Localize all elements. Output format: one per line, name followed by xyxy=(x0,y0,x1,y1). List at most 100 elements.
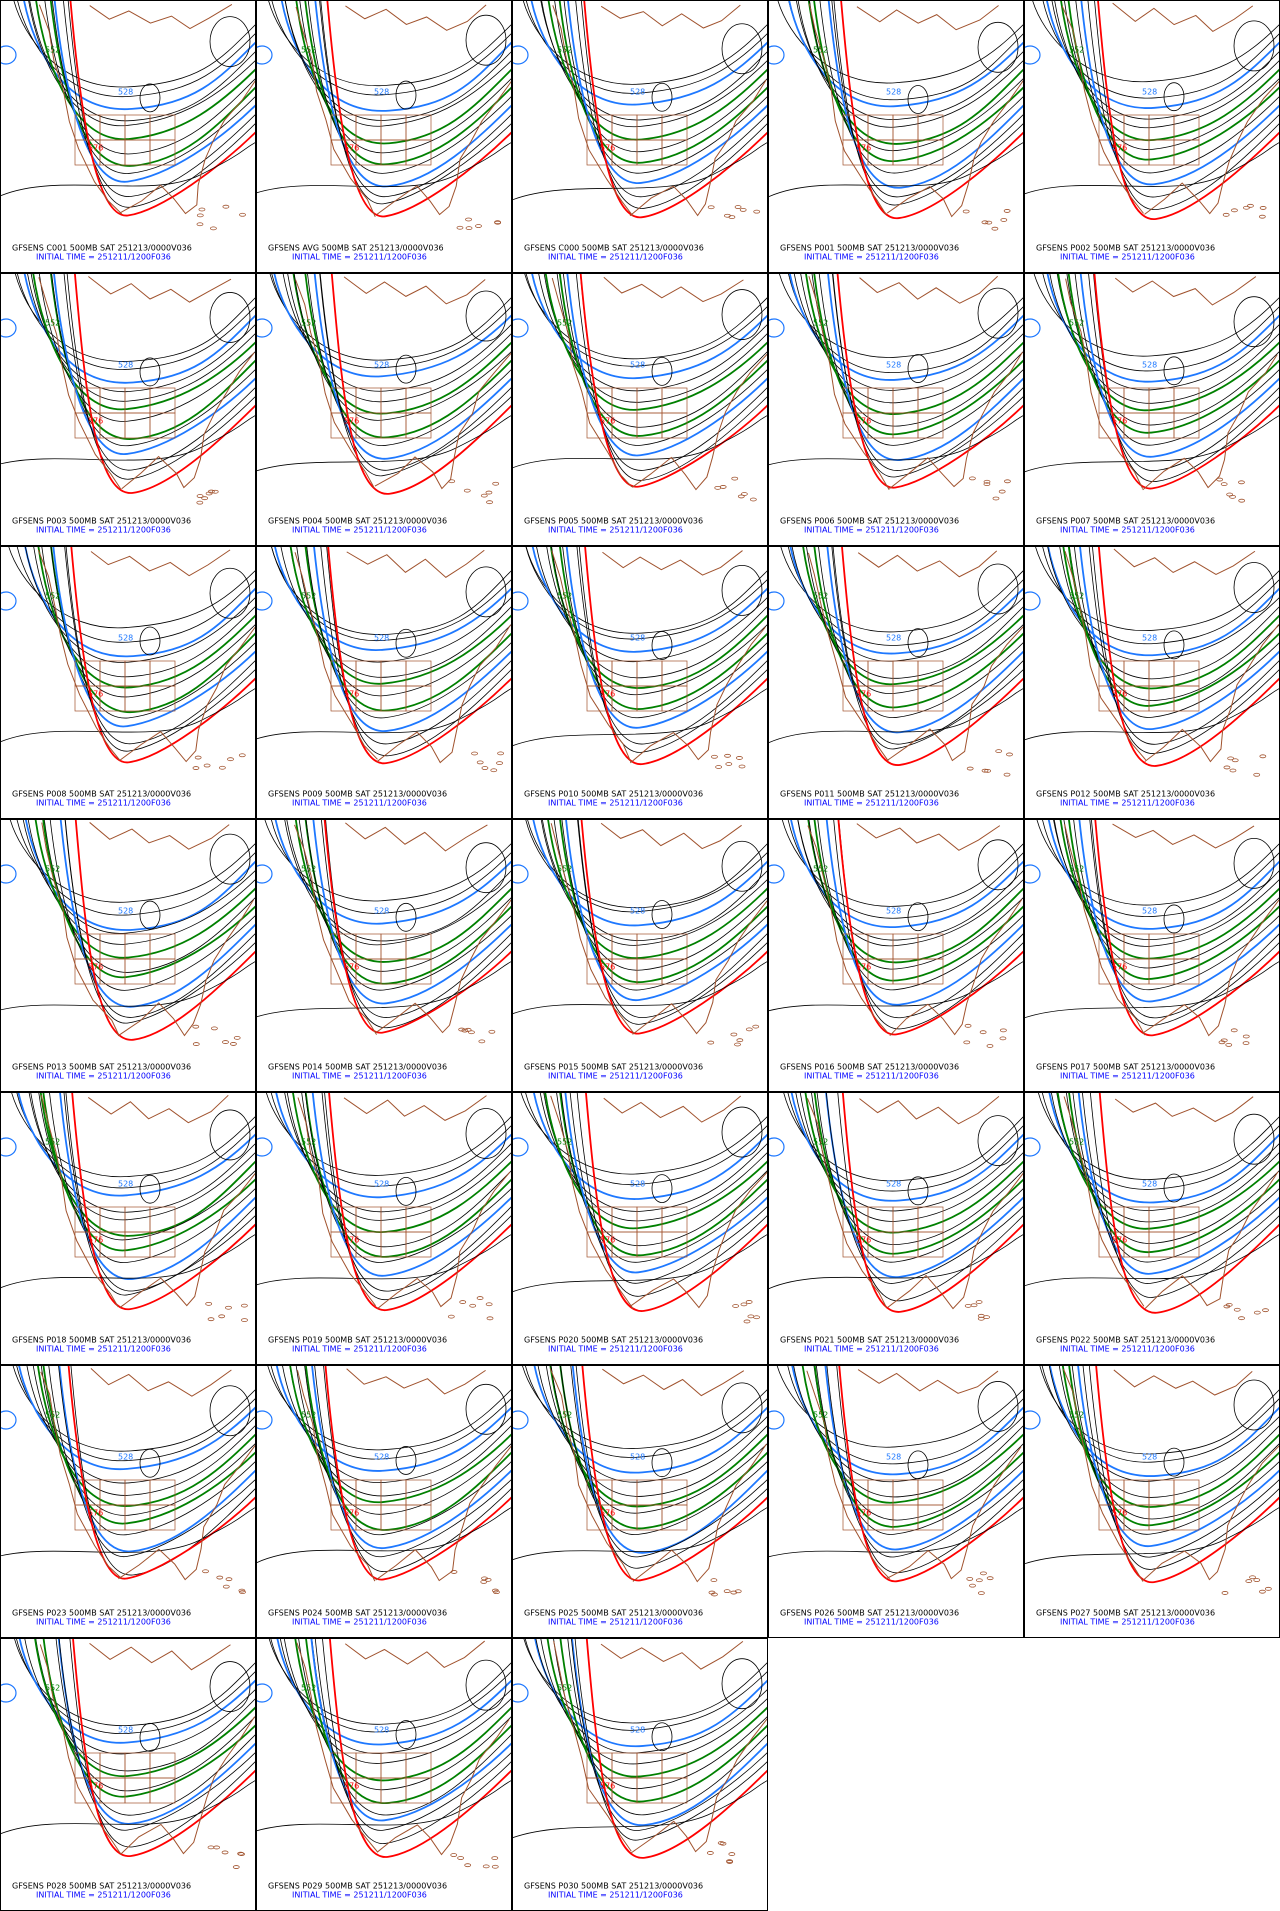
island xyxy=(1231,758,1239,763)
contour-line xyxy=(312,820,511,1005)
contour-line xyxy=(22,820,255,934)
panel-title: GFSENS P028 500MB SAT 251213/0000V036 xyxy=(12,1882,191,1891)
contour-line xyxy=(575,1,767,198)
island xyxy=(205,491,213,496)
contour-line xyxy=(49,1,255,167)
contour-line xyxy=(571,1366,767,1554)
island xyxy=(1225,1043,1233,1047)
contour-line xyxy=(314,1,511,188)
map: 552 528 576 xyxy=(1025,820,1279,1047)
contour-line xyxy=(806,547,1023,694)
contour-label: 552 xyxy=(813,46,828,55)
contour-line xyxy=(58,1639,255,1831)
island xyxy=(975,1300,983,1304)
contour-line xyxy=(1079,547,1279,730)
contour-line xyxy=(321,1093,511,1292)
map-panel: 552 528 576 GFSENS P030 500MB SAT 251213/00… xyxy=(512,1638,768,1911)
map-panel: 552 528 576 GFSENS P020 500MB SAT 251213/00… xyxy=(512,1092,768,1365)
island xyxy=(730,1032,738,1037)
panel-border xyxy=(512,1365,768,1638)
contour-line xyxy=(30,1093,255,1221)
low-contour xyxy=(139,1448,161,1478)
contour-line xyxy=(39,1093,255,1237)
contour-line xyxy=(257,415,511,472)
contour-line xyxy=(298,820,511,972)
island xyxy=(192,1024,200,1029)
island xyxy=(194,755,202,760)
coastline xyxy=(119,626,255,763)
contour-line xyxy=(1073,547,1279,718)
contour-label: 528 xyxy=(886,634,901,643)
state-border xyxy=(917,685,944,712)
low-contour xyxy=(257,1410,273,1430)
contour-label: 528 xyxy=(118,907,133,916)
low-contour xyxy=(721,23,763,75)
island xyxy=(752,1024,760,1029)
coastline xyxy=(37,549,121,761)
coastline xyxy=(40,1095,119,1308)
contour-line xyxy=(329,1639,511,1858)
contour-line xyxy=(257,142,511,194)
island xyxy=(1249,1575,1256,1580)
panel-subtitle: INITIAL TIME = 251211/1200F036 xyxy=(804,526,939,535)
map: 552 528 576 xyxy=(769,1093,1023,1321)
contour-line xyxy=(304,274,511,439)
contour-line xyxy=(577,820,767,1025)
coastline xyxy=(346,549,485,578)
island xyxy=(723,1589,731,1594)
island xyxy=(496,761,503,765)
contour-line xyxy=(1,1234,255,1289)
contour-line xyxy=(284,1,511,127)
coastline xyxy=(629,79,767,217)
contour-line xyxy=(1046,1,1279,109)
map-panel: 552 528 576 GFSENS P023 500MB SAT 251213/00… xyxy=(0,1365,256,1638)
map-panel: 552 528 576 GFSENS C001 500MB SAT 251213/00… xyxy=(0,0,256,273)
contour-line xyxy=(825,1093,1023,1284)
contour-line xyxy=(296,547,511,697)
map: 552 528 576 xyxy=(1,1093,255,1322)
contour-line xyxy=(559,1639,767,1803)
island xyxy=(1233,1307,1241,1312)
island xyxy=(753,209,761,214)
contour-line xyxy=(298,1639,511,1790)
contour-label: 576 xyxy=(344,1236,359,1245)
contour-line xyxy=(34,820,255,959)
contour-line xyxy=(561,820,767,991)
contour-line xyxy=(1061,1366,1279,1508)
island xyxy=(468,1030,475,1035)
map-panel: 552 528 576 GFSENS P001 500MB SAT 251213/00… xyxy=(768,0,1024,273)
island xyxy=(717,1841,725,1845)
contour-line xyxy=(270,1366,511,1460)
panel-subtitle: INITIAL TIME = 251211/1200F036 xyxy=(804,799,939,808)
coastline xyxy=(374,899,511,1034)
panel-border xyxy=(256,819,512,1092)
map-panel: 552 528 576 GFSENS P009 500MB SAT 251213/00… xyxy=(256,546,512,819)
state-border xyxy=(1173,139,1200,166)
contour-line xyxy=(811,274,1023,427)
contour-line xyxy=(1049,274,1279,391)
contour-line xyxy=(1067,274,1279,434)
coastline xyxy=(295,279,375,489)
panel-subtitle: INITIAL TIME = 251211/1200F036 xyxy=(36,1345,171,1354)
contour-line xyxy=(513,688,767,747)
contour-line xyxy=(32,274,255,411)
island xyxy=(471,751,478,756)
contour-line xyxy=(306,547,511,719)
contour-line xyxy=(270,1639,511,1733)
contour-label: 576 xyxy=(1112,1509,1127,1518)
contour-line xyxy=(65,1093,255,1292)
island xyxy=(450,1570,458,1574)
low-contour xyxy=(1233,837,1275,889)
coastline xyxy=(376,624,511,764)
contour-line xyxy=(33,547,255,677)
panel-border xyxy=(768,546,1024,819)
panel-subtitle: INITIAL TIME = 251211/1200F036 xyxy=(1060,253,1195,262)
island xyxy=(710,1578,718,1583)
contour-line xyxy=(1035,547,1279,631)
state-border xyxy=(149,1504,176,1531)
coastline xyxy=(344,1640,486,1669)
contour-label: 528 xyxy=(374,361,389,370)
contour-line xyxy=(1071,1366,1279,1535)
contour-line xyxy=(523,1639,767,1724)
island xyxy=(1245,1579,1253,1583)
